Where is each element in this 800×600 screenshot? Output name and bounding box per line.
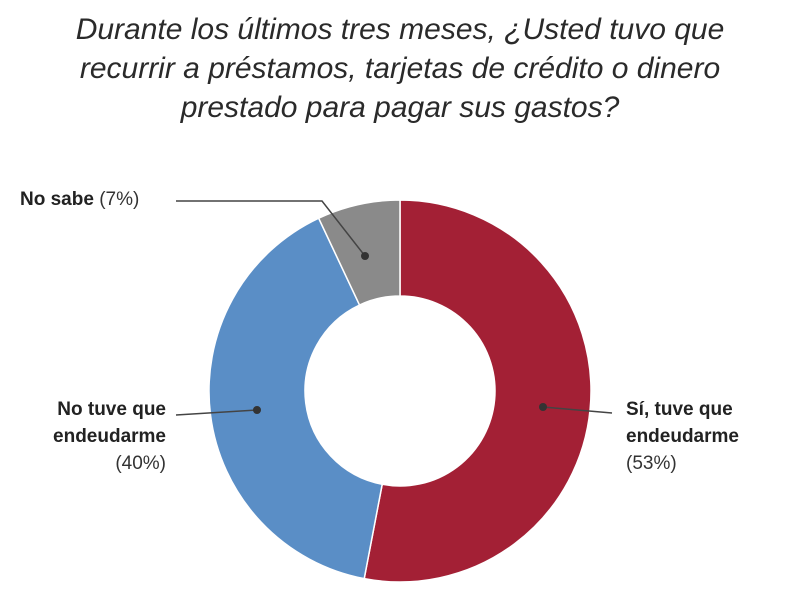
leader-line-no-sabe [176, 200, 366, 257]
chart-title-line: Durante los últimos tres meses, ¿Usted t… [75, 13, 725, 46]
chart-title-line: recurrir a préstamos, tarjetas de crédit… [79, 52, 721, 85]
chart-title-line: prestado para pagar sus gastos? [180, 91, 620, 124]
donut-slice-no-tuve [208, 217, 384, 580]
leader-dot-si [539, 403, 547, 411]
slice-label-no-sabe-name: No sabe [20, 189, 94, 210]
slice-label-si-line1: Sí, tuve que [626, 399, 733, 420]
leader-line-si [542, 406, 613, 414]
donut-slices [208, 199, 592, 583]
slice-label-no-tuve-value: (40%) [115, 453, 166, 474]
leader-line-no-tuve [175, 409, 258, 416]
slice-label-no-sabe-value: (7%) [99, 189, 140, 210]
slice-label-si: Sí, tuve que endeudarme (53%) [626, 396, 739, 477]
callout-leaders [175, 200, 613, 416]
slice-label-no-tuve: No tuve que endeudarme (40%) [30, 396, 166, 477]
chart-title: Durante los últimos tres meses, ¿Usted t… [0, 10, 800, 127]
leader-dot-no-sabe [361, 252, 369, 260]
slice-label-si-value: (53%) [626, 453, 677, 474]
donut-slice-si [363, 199, 592, 583]
slice-label-no-tuve-line2: endeudarme [53, 426, 166, 447]
donut-slice-no-sabe [317, 199, 401, 307]
leader-dot-no-tuve [253, 406, 261, 414]
slice-label-no-sabe: No sabe (7%) [20, 186, 139, 213]
slice-label-si-line2: endeudarme [626, 426, 739, 447]
slice-label-no-tuve-line1: No tuve que [57, 399, 166, 420]
